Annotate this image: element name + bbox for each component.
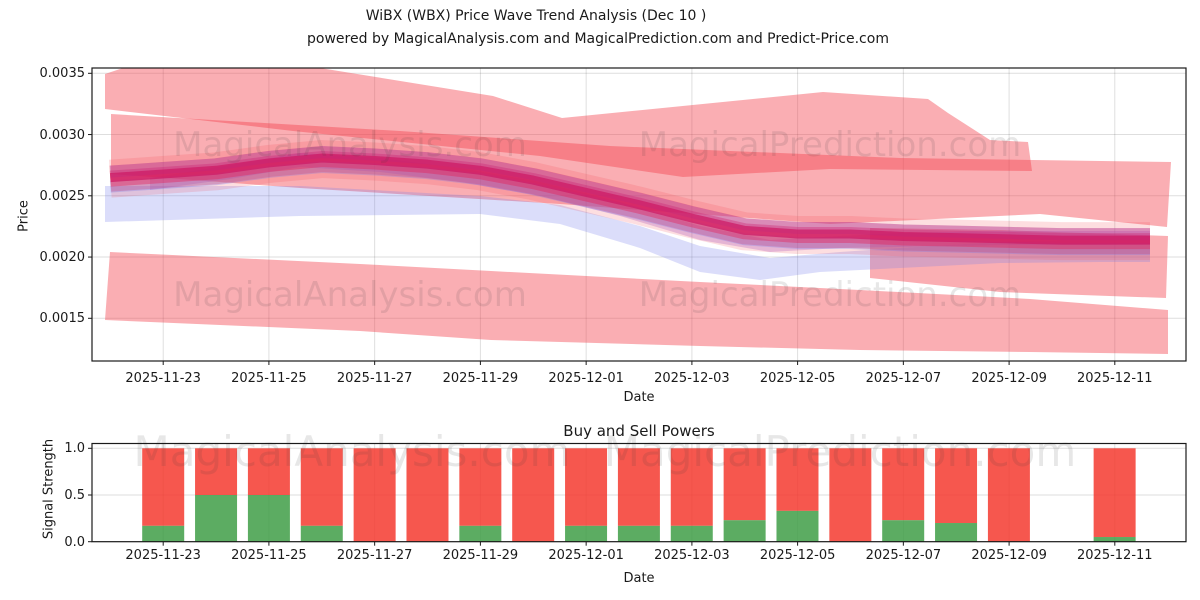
sell-power-bar (987, 448, 1030, 542)
sell-power-bar (829, 448, 872, 542)
wave-rope-layer (109, 146, 1150, 241)
sell-power-bar (617, 448, 660, 526)
buy-power-bar (670, 525, 713, 542)
x-tick-label: 2025-12-01 (548, 371, 624, 386)
x-tick-label: 2025-12-09 (971, 548, 1047, 563)
y-tick-label: 0.0020 (39, 250, 86, 266)
buy-power-bar (1093, 537, 1136, 542)
upper-envelope-band (105, 68, 1032, 177)
buy-power-bar (459, 525, 502, 542)
top-chart-area (92, 68, 1186, 361)
sell-power-bar (670, 448, 713, 526)
sell-power-bar (512, 448, 555, 542)
bottom-chart-title: Buy and Sell Powers (563, 422, 715, 440)
buy-power-bar (723, 520, 766, 542)
x-tick-label: 2025-12-05 (759, 371, 836, 386)
x-tick-label: 2025-12-03 (654, 371, 730, 386)
sell-power-bar (459, 448, 502, 526)
sell-power-bar (935, 448, 978, 524)
watermark-text: MagicalAnalysis.com (173, 275, 527, 315)
wave-rope-layer (109, 161, 1150, 256)
y-tick-label: 1.0 (64, 441, 85, 457)
buy-power-bar (300, 525, 343, 542)
watermark-text: MagicalPrediction.com (639, 275, 1022, 315)
sell-power-bar (723, 448, 766, 521)
sell-power-bar (565, 448, 608, 526)
buy-power-bar (247, 495, 290, 542)
x-tick-label: 2025-11-27 (336, 371, 413, 386)
sell-power-bar (1093, 448, 1136, 538)
y-tick-label: 0.0030 (39, 127, 86, 143)
buy-power-bar (195, 495, 238, 542)
bottom-chart-area (92, 443, 1186, 542)
x-tick-label: 2025-11-29 (442, 548, 519, 563)
x-tick-label: 2025-12-05 (759, 548, 836, 563)
sell-power-bar (142, 448, 185, 526)
page-title: WiBX (WBX) Price Wave Trend Analysis (De… (365, 8, 707, 24)
top-x-axis-label: Date (623, 390, 655, 405)
top-y-axis-label: Price (16, 200, 32, 232)
y-tick-label: 0.0035 (39, 66, 86, 82)
crossing-envelope-band (111, 114, 1171, 227)
sell-power-bar (247, 448, 290, 495)
blue-support-band (105, 186, 1150, 280)
sell-power-bar (776, 448, 819, 511)
y-tick-label: 0.5 (64, 488, 85, 503)
y-tick-label: 0.0025 (39, 188, 86, 204)
x-tick-label: 2025-11-23 (125, 548, 201, 563)
x-tick-label: 2025-12-03 (654, 548, 730, 563)
x-tick-label: 2025-12-11 (1077, 371, 1153, 386)
buy-power-bar (565, 525, 608, 542)
y-tick-label: 0.0 (64, 534, 85, 550)
axis-spine (91, 67, 1187, 362)
x-tick-label: 2025-12-11 (1077, 548, 1153, 563)
buy-power-bar (935, 523, 978, 542)
x-tick-label: 2025-11-29 (442, 371, 519, 386)
bottom-x-axis-label: Date (623, 571, 655, 586)
wave-rope-layer (109, 153, 1150, 245)
page-subtitle: powered by MagicalAnalysis.com and Magic… (307, 31, 889, 47)
sell-power-bar (195, 448, 238, 495)
buy-power-bar (617, 525, 660, 542)
x-tick-label: 2025-11-25 (231, 371, 307, 386)
x-tick-label: 2025-12-09 (971, 371, 1047, 386)
x-tick-label: 2025-12-07 (865, 371, 942, 386)
x-tick-label: 2025-11-27 (336, 548, 413, 563)
sell-power-bar (406, 448, 449, 542)
sell-power-bar (882, 448, 925, 521)
x-tick-label: 2025-11-25 (231, 548, 307, 563)
bottom-y-axis-label: Signal Strength (41, 438, 57, 540)
bottom-envelope-band (105, 252, 1168, 354)
sell-power-bar (353, 448, 396, 542)
buy-power-bar (142, 525, 185, 542)
watermark-text: MagicalPrediction.com (639, 125, 1022, 165)
x-tick-label: 2025-11-23 (125, 371, 201, 386)
y-tick-label: 0.0015 (39, 311, 86, 327)
sell-power-bar (300, 448, 343, 526)
watermark-text: MagicalPrediction.com (604, 427, 1077, 476)
x-tick-label: 2025-12-07 (865, 548, 942, 563)
buy-power-bar (882, 520, 925, 542)
x-tick-label: 2025-12-01 (548, 548, 624, 563)
buy-power-bar (776, 510, 819, 542)
axis-spine (91, 442, 1187, 543)
watermark-text: MagicalAnalysis.com (134, 427, 571, 476)
right-lower-envelope-band (870, 228, 1168, 298)
watermark-text: MagicalAnalysis.com (173, 125, 527, 165)
